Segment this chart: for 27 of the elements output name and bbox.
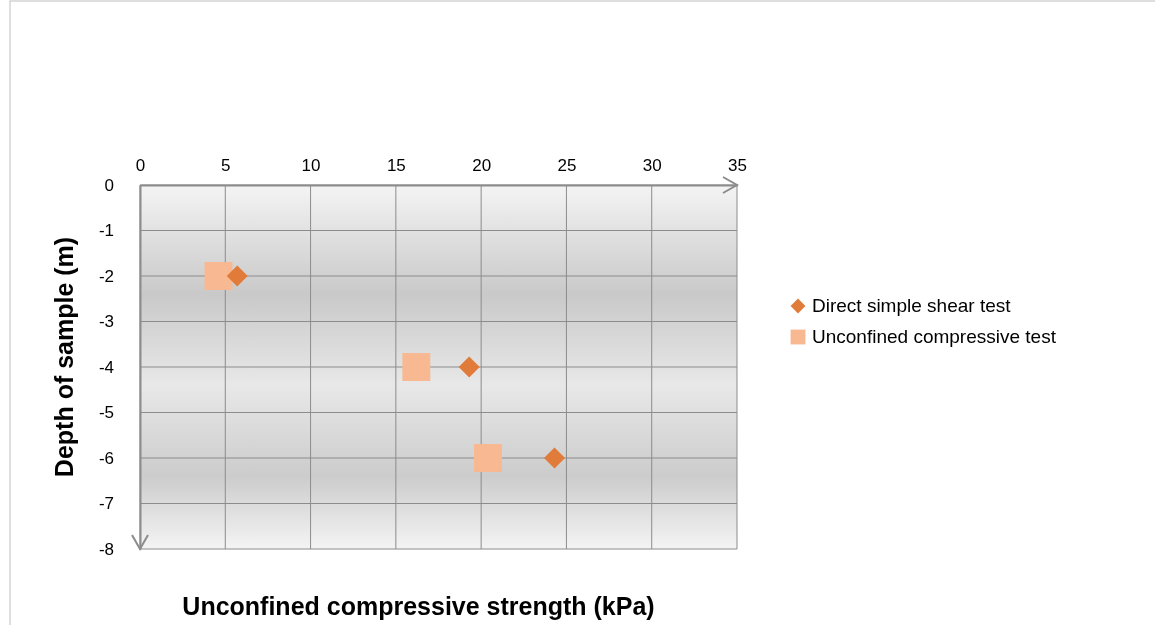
x-tick-label: 30 [642, 156, 662, 175]
point [226, 265, 248, 287]
x-tick-label: 10 [301, 156, 321, 175]
y-tick-label: -8 [98, 539, 114, 559]
y-tick-label: -3 [98, 312, 114, 332]
y-tick-label: -1 [98, 221, 114, 241]
x-tick-label: 20 [472, 156, 492, 175]
y-tick-label: -2 [98, 266, 114, 286]
legend-label: Unconfined compressive test [812, 326, 1057, 347]
y-tick-label: 0 [104, 175, 114, 195]
y-tick-label: -4 [98, 357, 114, 377]
x-tick-label: 25 [557, 156, 577, 175]
point [544, 447, 565, 469]
y-tick-label: -7 [98, 494, 114, 514]
point [402, 353, 431, 381]
y-axis-title: Depth of sample (m) [50, 236, 78, 478]
y-tick-label: -6 [98, 448, 114, 468]
x-tick-label: 0 [135, 156, 146, 175]
x-tick-label: 35 [728, 156, 747, 175]
point [474, 444, 502, 472]
x-tick-label: 5 [221, 156, 231, 175]
legend-label: Direct simple shear test [812, 295, 1012, 316]
y-tick-label: -5 [98, 403, 114, 423]
x-axis-title: Unconfined compressive strength (kPa) [182, 592, 655, 620]
point [204, 262, 233, 290]
point [458, 356, 480, 378]
x-tick-label: 15 [386, 156, 406, 175]
